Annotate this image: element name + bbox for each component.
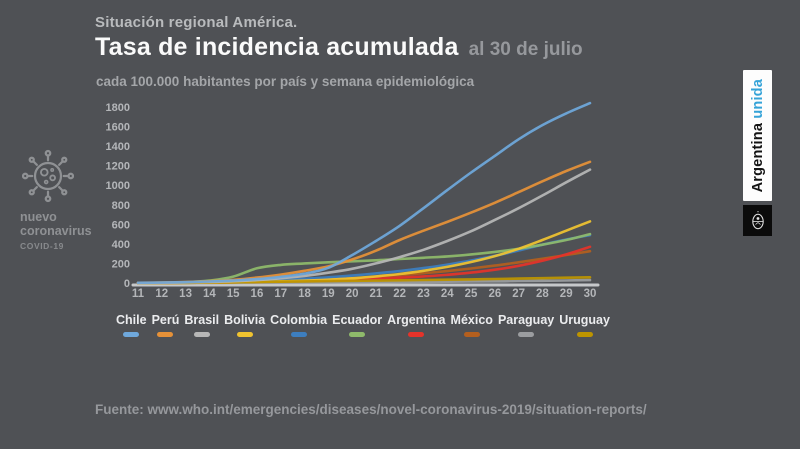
y-tick-label: 1200 (106, 161, 130, 173)
covid-branding-block: nuevo coronavirus COVID-19 (16, 148, 92, 251)
coronavirus-icon (22, 149, 74, 203)
y-tick-label: 400 (112, 239, 130, 251)
x-tick-label: 21 (369, 288, 382, 300)
x-tick-label: 28 (536, 288, 549, 300)
covid19-label: COVID-19 (20, 241, 65, 251)
x-tick-label: 24 (441, 288, 454, 300)
y-tick-label: 1400 (106, 141, 130, 153)
x-tick-label: 13 (179, 288, 192, 300)
x-tick-label: 22 (393, 288, 406, 300)
legend-item-perú: Perú (151, 313, 180, 337)
legend-swatch (290, 332, 307, 337)
x-tick-label: 23 (417, 288, 430, 300)
x-tick-label: 30 (584, 288, 597, 300)
x-tick-label: 19 (322, 288, 335, 300)
legend-item-uruguay: Uruguay (559, 313, 610, 337)
legend-label: Uruguay (559, 313, 610, 327)
x-tick-label: 26 (488, 288, 501, 300)
x-tick-label: 16 (251, 288, 264, 300)
x-tick-label: 14 (203, 288, 216, 300)
legend-item-brasil: Brasil (184, 313, 219, 337)
y-tick-label: 200 (112, 258, 130, 270)
legend-label: Brasil (184, 313, 220, 327)
y-tick-label: 0 (124, 278, 130, 290)
chart-legend: Chile Perú Brasil Bolivia Colombia Ecuador Arg… (116, 313, 610, 337)
series-line-chile (136, 101, 592, 285)
label-line-coronavirus: coronavirus (20, 224, 92, 238)
legend-swatch (576, 332, 593, 337)
brand-name: Argentina (749, 122, 766, 193)
y-tick-label: 1600 (106, 122, 130, 134)
legend-item-bolivia: Bolivia (224, 313, 265, 337)
coat-of-arms-box (743, 205, 772, 236)
legend-swatch (157, 332, 174, 337)
legend-label: Perú (151, 313, 180, 327)
argentina-unida-text: Argentina unida (750, 79, 766, 192)
legend-swatch (236, 332, 253, 337)
legend-label: Ecuador (332, 313, 383, 327)
y-tick-label: 600 (112, 219, 130, 231)
legend-item-chile: Chile (116, 313, 147, 337)
legend-swatch (408, 332, 425, 337)
legend-swatch (123, 332, 140, 337)
legend-label: Bolivia (224, 313, 266, 327)
incidence-line-chart: 0 200 400 600 800 1000 1200 1400 1600 1800 11 12 13 1… (106, 101, 600, 300)
legend-swatch (518, 332, 535, 337)
y-tick-label: 800 (112, 200, 130, 212)
page-title-row: Tasa de incidencia acumulada al 30 de jul… (95, 33, 583, 62)
legend-label: Paraguay (497, 313, 555, 327)
x-tick-label: 27 (512, 288, 525, 300)
page-title: Tasa de incidencia acumulada (95, 33, 459, 61)
y-tick-label: 1800 (106, 102, 130, 114)
legend-label: Chile (116, 313, 147, 327)
legend-swatch (193, 332, 210, 337)
label-line-nuevo: nuevo (20, 210, 57, 224)
brand-accent: unida (749, 78, 766, 119)
legend-item-argentina: Argentina (387, 313, 446, 337)
x-tick-label: 29 (560, 288, 573, 300)
source-text: Fuente: www.who.int/emergencies/diseases… (95, 402, 647, 417)
x-tick-label: 11 (132, 288, 145, 300)
legend-label: Argentina (387, 313, 446, 327)
legend-item-ecuador: Ecuador (332, 313, 382, 337)
kicker-text: Situación regional América. (95, 14, 298, 31)
x-tick-label: 18 (298, 288, 311, 300)
x-tick-label: 25 (465, 288, 478, 300)
nuevo-coronavirus-label: nuevo coronavirus (20, 210, 92, 238)
legend-swatch (349, 332, 366, 337)
y-tick-label: 1000 (106, 180, 130, 192)
argentina-unida-banner: Argentina unida (743, 70, 772, 201)
x-tick-label: 20 (346, 288, 359, 300)
x-tick-label: 12 (155, 288, 168, 300)
legend-item-paraguay: Paraguay (498, 313, 554, 337)
x-tick-label: 15 (227, 288, 240, 300)
series-line-colombia (136, 233, 592, 285)
page-subtitle: cada 100.000 habitantes por país y seman… (96, 74, 475, 89)
argentina-coat-of-arms-icon (751, 210, 764, 229)
legend-swatch (463, 332, 480, 337)
legend-item-colombia: Colombia (270, 313, 327, 337)
legend-label: Colombia (270, 313, 328, 327)
x-tick-label: 17 (274, 288, 287, 300)
legend-label: México (450, 313, 493, 327)
legend-item-méxico: México (451, 313, 493, 337)
page-title-date: al 30 de julio (468, 39, 583, 60)
